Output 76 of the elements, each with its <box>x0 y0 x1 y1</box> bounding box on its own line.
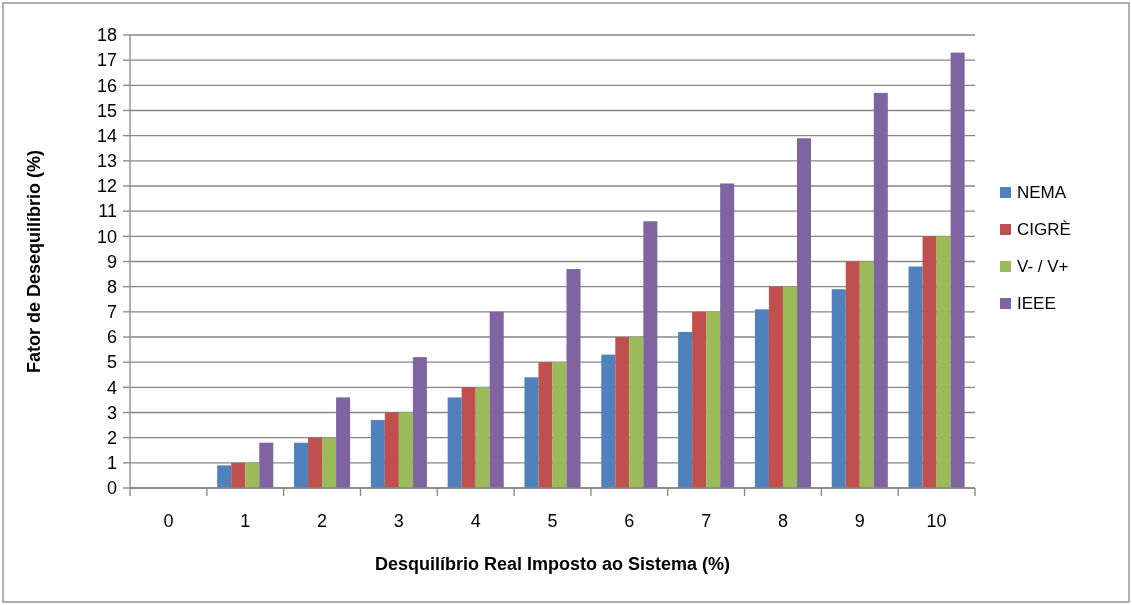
x-tick-label: 8 <box>777 511 788 531</box>
bar <box>936 236 951 488</box>
bar <box>720 183 735 488</box>
bar <box>412 357 427 488</box>
x-tick-label: 6 <box>624 511 635 531</box>
bar <box>370 420 385 488</box>
bar <box>908 266 923 488</box>
bar <box>754 309 769 488</box>
y-tick-label: 1 <box>106 453 117 474</box>
y-tick-label: 9 <box>106 251 117 272</box>
bar <box>217 465 232 488</box>
bar <box>245 462 260 488</box>
bar <box>475 387 490 488</box>
bar <box>629 337 644 488</box>
y-tick-label: 7 <box>106 302 117 323</box>
bar <box>552 362 567 488</box>
bar <box>831 289 846 488</box>
y-tick-label: 5 <box>106 352 117 373</box>
x-axis-title: Desquilíbrio Real Imposto ao Sistema (%) <box>374 554 731 574</box>
bar <box>922 236 937 488</box>
legend-label: IEEE <box>1017 293 1056 313</box>
bar <box>461 387 476 488</box>
x-tick-label: 7 <box>701 511 712 531</box>
bar <box>447 397 462 488</box>
bar <box>859 261 874 488</box>
bar <box>294 442 309 488</box>
legend-label: NEMA <box>1017 182 1067 202</box>
x-tick-label: 0 <box>163 511 174 531</box>
y-tick-label: 2 <box>106 427 117 448</box>
x-tick-label: 4 <box>470 511 481 531</box>
y-tick-label: 16 <box>96 75 117 96</box>
bar <box>950 52 965 488</box>
y-tick-label: 6 <box>106 327 117 348</box>
bar <box>706 311 721 488</box>
y-tick-label: 10 <box>96 226 117 247</box>
legend-label: V- / V+ <box>1017 256 1069 276</box>
bar <box>873 92 888 488</box>
x-tick-label: 1 <box>240 511 251 531</box>
x-tick-label: 9 <box>854 511 865 531</box>
bar <box>489 311 504 488</box>
x-tick-label: 3 <box>393 511 404 531</box>
bar <box>384 412 399 488</box>
y-tick-label: 14 <box>96 125 117 146</box>
bar <box>601 354 616 488</box>
bar <box>796 138 811 488</box>
bar <box>845 261 860 488</box>
y-tick-label: 11 <box>98 201 117 222</box>
bar <box>768 286 783 488</box>
bar <box>259 442 274 488</box>
bar <box>231 462 246 488</box>
bar <box>615 337 630 488</box>
y-tick-label: 0 <box>106 478 117 499</box>
bar <box>566 269 581 488</box>
x-tick-label: 2 <box>317 511 328 531</box>
y-tick-label: 13 <box>96 151 117 172</box>
y-tick-label: 17 <box>96 50 117 71</box>
y-tick-label: 12 <box>96 176 117 197</box>
y-tick-label: 3 <box>106 402 117 423</box>
y-tick-label: 18 <box>96 25 117 46</box>
bar <box>538 362 553 488</box>
legend-label: CIGRÈ <box>1017 219 1071 239</box>
bar <box>524 377 539 488</box>
bar <box>782 286 797 488</box>
y-tick-label: 15 <box>96 100 117 121</box>
bar <box>308 437 323 488</box>
bar <box>336 397 351 488</box>
y-axis-title: Fator de Desequilíbrio (%) <box>24 149 44 374</box>
bar <box>643 221 658 488</box>
bar <box>398 412 413 488</box>
x-tick-label: 10 <box>926 511 947 531</box>
bar <box>322 437 337 488</box>
bar <box>692 311 707 488</box>
bar <box>678 331 693 488</box>
y-tick-label: 8 <box>106 276 117 297</box>
y-tick-label: 4 <box>106 377 117 398</box>
x-tick-label: 5 <box>547 511 558 531</box>
